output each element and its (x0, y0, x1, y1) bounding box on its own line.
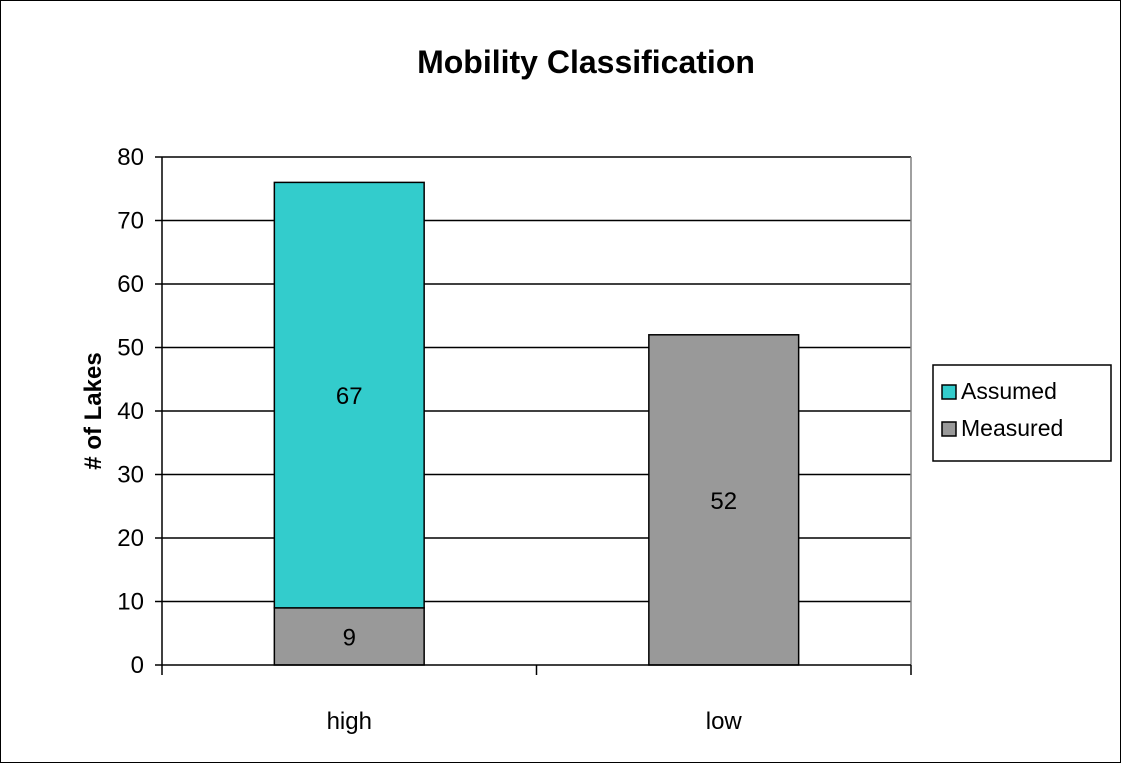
bar-assumed-high (273, 181, 425, 609)
data-label: 67 (336, 383, 363, 410)
y-tick-label: 50 (117, 335, 144, 362)
legend-label-assumed: Assumed (961, 378, 1057, 404)
y-tick-label: 10 (117, 589, 144, 616)
data-labels: 9 67 52 (336, 383, 737, 651)
bars (273, 181, 800, 666)
y-tick-label: 60 (117, 271, 144, 298)
legend-swatch-measured (941, 421, 957, 437)
tick-labels: 0 10 20 30 40 50 60 70 80 high low (117, 144, 742, 735)
data-label: 9 (343, 624, 356, 651)
legend-box (932, 364, 1112, 462)
legend-swatch-assumed (941, 384, 957, 400)
legend-label-measured: Measured (961, 415, 1063, 441)
y-axis-label: # of Lakes (80, 352, 107, 469)
y-tick-label: 80 (117, 144, 144, 171)
y-tick-label: 70 (117, 208, 144, 235)
chart-title: Mobility Classification (417, 44, 755, 80)
x-tick-label: low (706, 708, 743, 735)
bar-measured-low (648, 334, 800, 666)
x-tick-label: high (327, 708, 372, 735)
legend: Assumed Measured (932, 364, 1112, 462)
data-label: 52 (710, 488, 737, 515)
y-tick-label: 30 (117, 462, 144, 489)
bar-measured-high (273, 607, 425, 666)
y-tick-label: 20 (117, 525, 144, 552)
y-tick-label: 40 (117, 398, 144, 425)
y-tick-label: 0 (131, 652, 144, 679)
axes (155, 156, 912, 675)
